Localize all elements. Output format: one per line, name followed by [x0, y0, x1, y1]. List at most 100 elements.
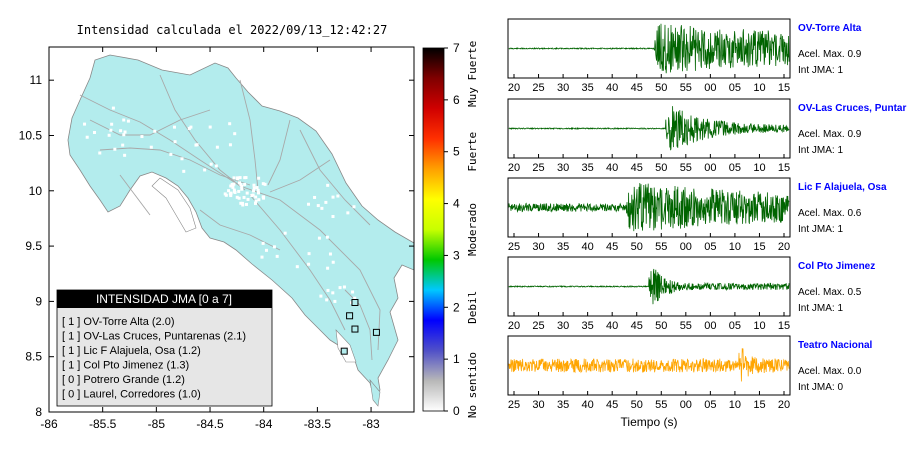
- legend-box: [56, 289, 273, 407]
- colorbar-category-label: Muy Fuerte: [466, 41, 479, 107]
- seismogram-tick-label: 20: [508, 320, 520, 332]
- seismogram-tick-label: 50: [631, 241, 643, 253]
- town-dot: [250, 193, 254, 197]
- seismogram-tick-label: 05: [729, 320, 741, 332]
- map-y-tick-label: 10.5: [19, 128, 43, 142]
- intensity-legend: INTENSIDAD JMA [0 a 7] [ 1 ] OV-Torre Al…: [56, 289, 273, 407]
- seismogram-tick-label: 10: [729, 241, 741, 253]
- town-dot: [331, 215, 335, 219]
- town-dot: [313, 195, 317, 199]
- town-dot: [121, 143, 125, 147]
- town-dot: [261, 241, 265, 245]
- station-marker: [346, 312, 354, 320]
- waveform: [508, 348, 790, 382]
- town-dot: [333, 299, 337, 303]
- seismogram-tick-label: 55: [655, 241, 667, 253]
- seismogram-tick-label: 30: [557, 162, 569, 174]
- town-dot: [238, 176, 242, 180]
- town-markers: [83, 106, 357, 305]
- town-dot: [236, 176, 240, 180]
- station-name: Col Pto Jimenez: [798, 261, 875, 272]
- town-dot: [149, 145, 153, 149]
- seismogram-tick-label: 40: [606, 82, 618, 94]
- town-dot: [126, 119, 130, 123]
- seismogram-tick-label: 55: [680, 320, 692, 332]
- map-y-tick-label: 11: [30, 73, 43, 87]
- colorbar-tick-label: 7: [453, 41, 460, 55]
- town-dot: [187, 126, 191, 130]
- map-x-tick-label: -83.5: [304, 417, 332, 431]
- town-dot: [257, 176, 261, 180]
- seismogram-tick-label: 50: [655, 162, 667, 174]
- town-dot: [140, 135, 144, 139]
- seismogram-tick-label: 00: [704, 162, 716, 174]
- colorbar-tick-label: 2: [453, 300, 460, 314]
- town-dot: [307, 252, 311, 256]
- seismogram-tick-label: 20: [508, 162, 520, 174]
- town-dot: [350, 185, 354, 189]
- colorbar-category-label: Fuerte: [466, 132, 479, 172]
- seismogram-tick-label: 55: [655, 399, 667, 411]
- map-x-tick-label: -85.5: [89, 417, 117, 431]
- town-dot: [113, 147, 117, 151]
- seismogram-tick-label: 15: [753, 241, 765, 253]
- legend-item: [ 1 ] Lic F Alajuela, Osa (1.2): [62, 345, 201, 357]
- town-dot: [307, 262, 311, 266]
- town-dot: [319, 294, 323, 298]
- map-y-tick-label: 9: [35, 294, 42, 308]
- town-dot: [122, 118, 126, 122]
- town-dot: [215, 145, 219, 149]
- town-dot: [328, 252, 332, 256]
- map-panel: -86 -85.5 -85 -84.5 -84 -83.5 -83 11 10.5 10 9.5 9…: [19, 46, 415, 431]
- town-dot: [241, 201, 245, 205]
- town-dot: [254, 195, 258, 199]
- seismogram-tick-label: 05: [704, 241, 716, 253]
- town-dot: [241, 203, 245, 207]
- map-x-tick-label: -84: [255, 417, 273, 431]
- seismogram-trace: 25 30 35 40 45 50 55 00 05 10 15 20 Lic F Alajuela, …: [507, 177, 887, 253]
- max-acceleration: Acel. Max. 0.0: [798, 366, 862, 377]
- legend-title: INTENSIDAD JMA [0 a 7]: [96, 292, 232, 306]
- station-name: Teatro Nacional: [798, 340, 872, 351]
- seismogram-tick-label: 05: [729, 162, 741, 174]
- town-dot: [194, 143, 198, 147]
- town-dot: [182, 169, 186, 173]
- town-dot: [172, 125, 176, 129]
- seismogram-tick-label: 35: [557, 241, 569, 253]
- map-x-tick-label: -86: [40, 417, 58, 431]
- town-dot: [83, 122, 87, 126]
- map-frame: [48, 46, 415, 413]
- map-x-tick-label: -83: [362, 417, 380, 431]
- town-dot: [256, 188, 260, 192]
- town-dot: [153, 129, 157, 133]
- seismogram-tick-label: 10: [753, 82, 765, 94]
- town-dot: [245, 191, 249, 195]
- golfo-dulce-water: [335, 329, 357, 363]
- seismogram-tick-label: 20: [778, 241, 790, 253]
- town-dot: [229, 191, 233, 195]
- jma-intensity: Int JMA: 0: [798, 382, 843, 393]
- town-dot: [231, 185, 235, 189]
- town-dot: [85, 135, 89, 139]
- town-dot: [317, 236, 321, 240]
- town-dot: [189, 125, 193, 129]
- station-marker: [340, 347, 348, 355]
- town-dot: [235, 195, 239, 199]
- town-dot: [263, 182, 267, 186]
- town-dot: [214, 164, 218, 168]
- legend-item: [ 1 ] OV-Las Cruces, Puntarenas (2.1): [62, 331, 246, 343]
- legend-item: [ 1 ] OV-Torre Alta (2.0): [62, 316, 175, 328]
- seismogram-tick-label: 50: [655, 82, 667, 94]
- town-dot: [256, 191, 260, 195]
- map-y-tick-label: 10: [29, 184, 43, 198]
- seismogram-tick-label: 45: [631, 162, 643, 174]
- town-dot: [264, 248, 268, 252]
- town-dot: [240, 187, 244, 191]
- town-dot: [351, 290, 355, 294]
- town-dot: [123, 130, 127, 134]
- seismogram-trace: 25 30 35 40 45 50 55 00 05 10 15 20 Teatro Nacional A…: [507, 335, 872, 411]
- town-dot: [228, 122, 232, 126]
- town-dot: [331, 260, 335, 264]
- seismogram-tick-label: 00: [704, 82, 716, 94]
- legend-item: [ 0 ] Laurel, Corredores (1.0): [62, 389, 201, 401]
